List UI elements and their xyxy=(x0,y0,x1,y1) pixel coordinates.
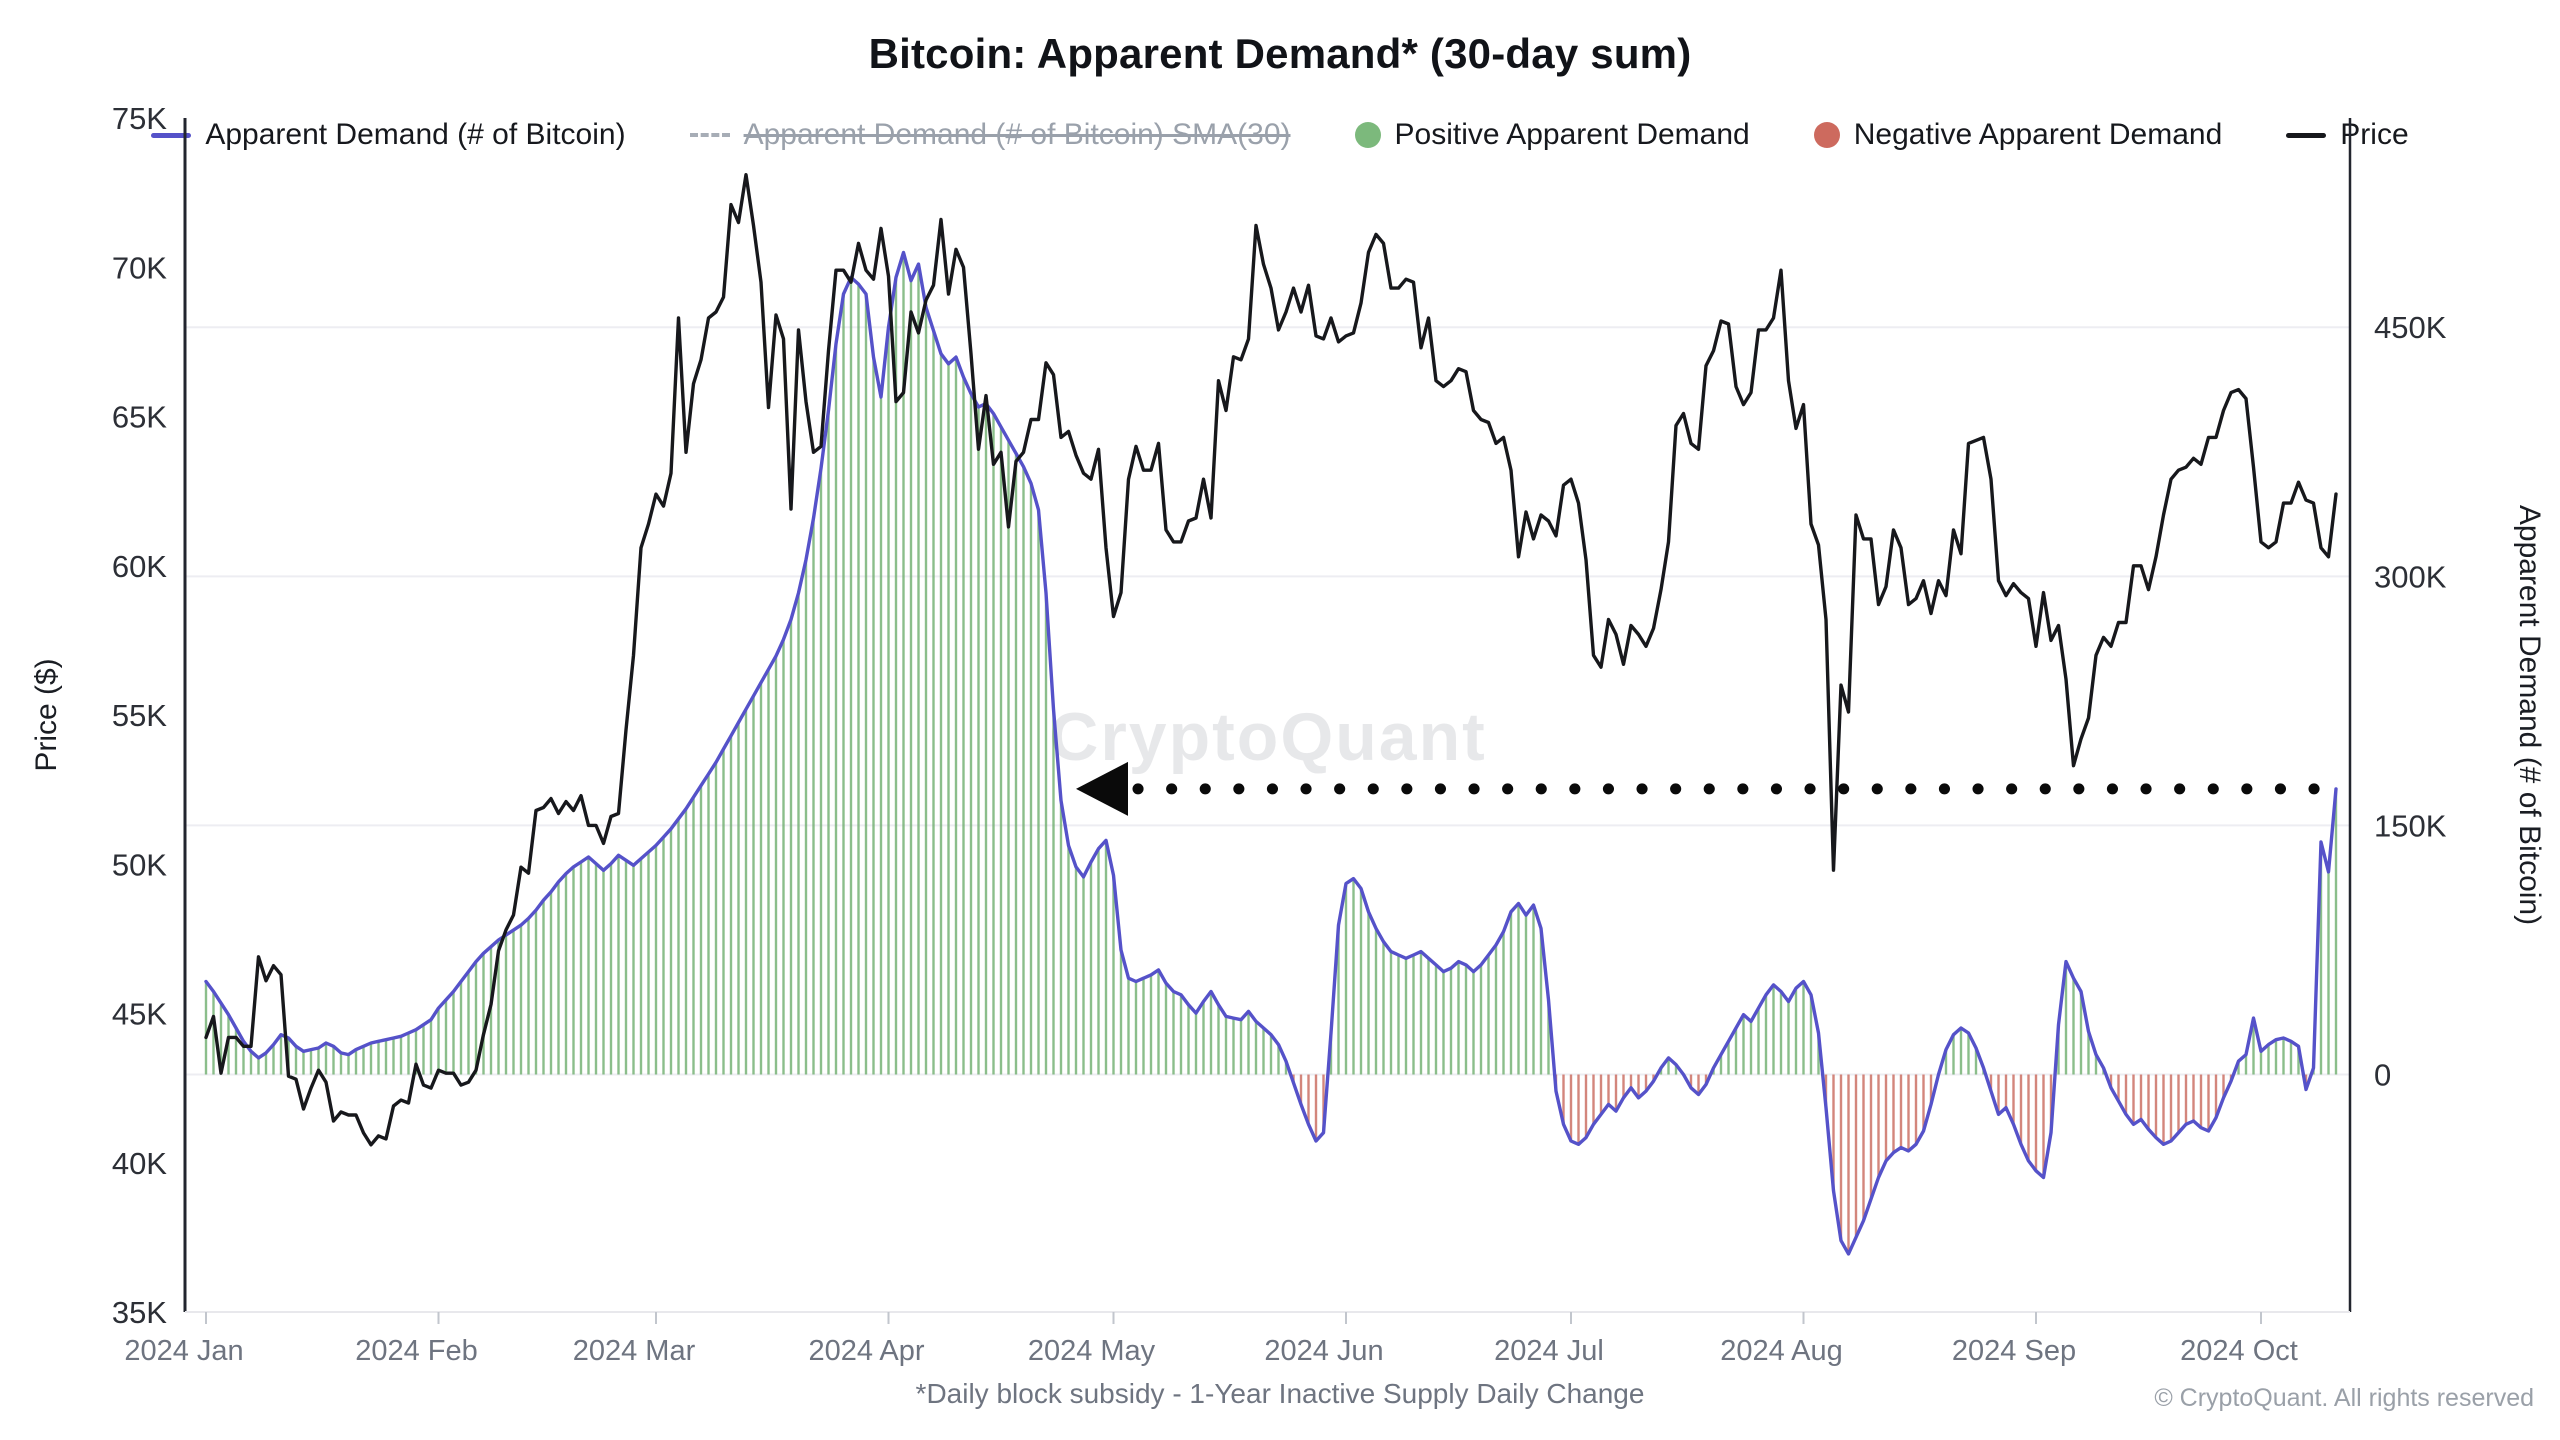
demand-axis-tick-label: 300K xyxy=(2374,559,2447,594)
legend-item-negative-apparent-demand[interactable]: Negative Apparent Demand xyxy=(1813,118,2223,152)
legend-line-icon xyxy=(151,132,192,138)
annotation-left-arrow-icon xyxy=(1076,761,1128,816)
price-axis-tick-label: 55K xyxy=(112,698,167,733)
price-axis-tick-label: 50K xyxy=(112,847,167,882)
price-axis-tick-label: 60K xyxy=(112,549,167,584)
legend-circle-icon xyxy=(1813,122,1840,148)
legend-dashed-line-icon xyxy=(689,133,730,137)
month-axis-label: 2024 May xyxy=(1028,1335,1156,1367)
month-axis-label: 2024 Jan xyxy=(124,1335,243,1367)
price-line xyxy=(204,173,2338,1147)
legend-label: Apparent Demand (# of Bitcoin) SMA(30) xyxy=(743,118,1291,151)
demand-axis-tick-label: 0 xyxy=(2374,1058,2391,1093)
month-axis-label: 2024 Oct xyxy=(2180,1335,2298,1367)
legend-circle-icon xyxy=(1354,122,1381,148)
month-axis-label: 2024 Mar xyxy=(573,1335,696,1367)
price-axis-tick-label: 35K xyxy=(112,1295,167,1330)
legend-item-apparent-demand-of-bitcoin[interactable]: Apparent Demand (# of Bitcoin) xyxy=(151,118,626,152)
legend: Apparent Demand (# of Bitcoin) Apparent D… xyxy=(0,118,2560,152)
demand-axis-title: Apparent Demand (# of Bitcoin) xyxy=(2513,505,2546,925)
price-axis-tick-label: 45K xyxy=(112,997,167,1032)
legend-label: Apparent Demand (# of Bitcoin) xyxy=(205,118,626,151)
price-axis-tick-label: 75K xyxy=(112,101,167,136)
price-axis-title: Price ($) xyxy=(30,658,63,771)
month-axis-label: 2024 Sep xyxy=(1952,1335,2076,1367)
legend-line-icon xyxy=(2286,132,2327,138)
month-axis-label: 2024 Jun xyxy=(1264,1335,1383,1367)
legend-label: Price xyxy=(2340,118,2409,151)
demand-axis-tick-label: 450K xyxy=(2374,310,2447,345)
legend-label: Negative Apparent Demand xyxy=(1853,118,2223,151)
chart-title: Bitcoin: Apparent Demand* (30-day sum) xyxy=(868,30,1692,77)
legend-label: Positive Apparent Demand xyxy=(1394,118,1750,151)
month-axis-label: 2024 Aug xyxy=(1720,1335,1843,1367)
legend-item-positive-apparent-demand[interactable]: Positive Apparent Demand xyxy=(1354,118,1750,152)
month-axis-label: 2024 Apr xyxy=(808,1335,924,1367)
apparent-demand-line xyxy=(204,250,2338,1256)
price-axis-tick-label: 70K xyxy=(112,250,167,285)
copyright: © CryptoQuant. All rights reserved xyxy=(2154,1384,2534,1412)
footnote: *Daily block subsidy - 1-Year Inactive S… xyxy=(915,1378,1645,1409)
legend-item-apparent-demand-of-bitcoin-sma-30[interactable]: Apparent Demand (# of Bitcoin) SMA(30) xyxy=(689,118,1291,152)
month-axis-label: 2024 Feb xyxy=(355,1335,478,1367)
price-axis-tick-label: 40K xyxy=(112,1146,167,1181)
price-axis-tick-label: 65K xyxy=(112,400,167,435)
watermark: CryptoQuant xyxy=(1049,699,1487,775)
demand-axis-tick-label: 150K xyxy=(2374,808,2447,843)
legend-item-price[interactable]: Price xyxy=(2286,118,2409,152)
month-axis-label: 2024 Jul xyxy=(1494,1335,1604,1367)
